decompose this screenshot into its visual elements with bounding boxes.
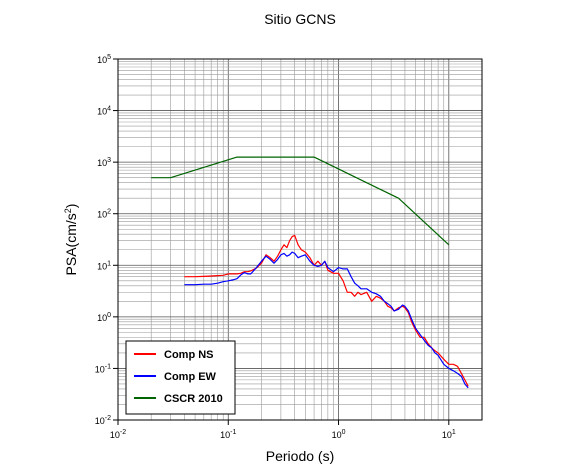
legend-label: Comp EW <box>164 371 217 383</box>
chart-title: Sitio GCNS <box>264 11 336 27</box>
y-tick-label: 103 <box>97 157 111 168</box>
y-tick-label: 105 <box>97 54 111 65</box>
series-group <box>151 156 469 389</box>
plot-frame <box>117 58 483 421</box>
y-tick-label: 104 <box>97 106 111 117</box>
y-tick-label-exponent: 0 <box>107 312 111 319</box>
y-axis-label-tail: ) <box>63 204 79 209</box>
legend-label: Comp NS <box>164 349 214 361</box>
y-tick-label-exponent: 4 <box>107 106 111 113</box>
y-axis-label: PSA(cm/s2) <box>63 204 79 276</box>
legend: Comp NS Comp EW CSCR 2010 <box>125 340 236 415</box>
x-tick-label-exponent: 1 <box>452 429 456 436</box>
y-tick-label-base: 10 <box>97 261 107 271</box>
y-tick-label-exponent: 3 <box>107 157 111 164</box>
y-tick-label-base: 10 <box>95 364 105 374</box>
x-tick-label: 100 <box>332 429 346 440</box>
grid <box>117 58 483 421</box>
x-tick-label-base: 10 <box>442 430 452 440</box>
y-tick-label: 10-1 <box>95 363 111 374</box>
y-tick-label-exponent: -1 <box>105 363 111 370</box>
y-tick-label-base: 10 <box>97 55 107 65</box>
x-tick-label: 10-1 <box>220 429 236 440</box>
y-axis-label-sup: 2 <box>63 208 73 213</box>
x-tick-label-exponent: 0 <box>342 429 346 436</box>
y-axis-label-base: PSA(cm/s <box>63 213 79 275</box>
x-tick-label: 101 <box>442 429 456 440</box>
x-tick-label-base: 10 <box>220 430 230 440</box>
x-tick-label-exponent: -1 <box>230 429 236 436</box>
y-tick-label-base: 10 <box>97 313 107 323</box>
y-tick-label: 101 <box>97 260 111 271</box>
y-tick-label-base: 10 <box>97 210 107 220</box>
series-line-comp-ns <box>184 234 469 387</box>
y-tick-label: 10-2 <box>95 415 111 426</box>
y-tick-label: 100 <box>97 312 111 323</box>
y-tick-label-exponent: -2 <box>105 415 111 422</box>
legend-label: CSCR 2010 <box>164 393 223 405</box>
y-tick-label-exponent: 5 <box>107 54 111 61</box>
series-line-cscr-2010 <box>151 156 450 246</box>
y-tick-label-base: 10 <box>97 158 107 168</box>
y-tick-label-base: 10 <box>95 416 105 426</box>
x-tick-label-base: 10 <box>110 430 120 440</box>
y-tick-label-base: 10 <box>97 107 107 117</box>
x-tick-label-base: 10 <box>332 430 342 440</box>
y-tick-label: 102 <box>97 209 111 220</box>
series-line-comp-ew <box>184 251 469 389</box>
x-tick-label-exponent: -2 <box>120 429 126 436</box>
y-tick-label-exponent: 2 <box>107 209 111 216</box>
x-tick-label: 10-2 <box>110 429 126 440</box>
x-axis-label: Periodo (s) <box>266 448 334 464</box>
y-tick-label-exponent: 1 <box>107 260 111 267</box>
